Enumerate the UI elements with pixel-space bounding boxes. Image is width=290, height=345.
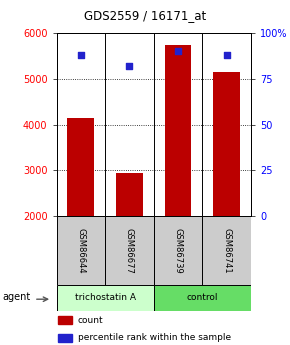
Bar bbox=[59, 334, 72, 342]
Bar bbox=[68, 118, 94, 216]
Point bbox=[127, 63, 132, 69]
Point bbox=[224, 52, 229, 58]
Text: agent: agent bbox=[3, 292, 31, 302]
Text: GSM86739: GSM86739 bbox=[173, 228, 182, 273]
Bar bbox=[116, 172, 143, 216]
Bar bbox=[213, 72, 240, 216]
Bar bbox=[202, 216, 251, 285]
Text: GSM86644: GSM86644 bbox=[76, 228, 85, 273]
Text: GDS2559 / 16171_at: GDS2559 / 16171_at bbox=[84, 9, 206, 22]
Bar bbox=[57, 216, 105, 285]
Text: control: control bbox=[186, 293, 218, 303]
Bar bbox=[59, 316, 72, 324]
Bar bbox=[165, 45, 191, 216]
Bar bbox=[105, 216, 154, 285]
Text: GSM86677: GSM86677 bbox=[125, 228, 134, 273]
Bar bbox=[154, 216, 202, 285]
Text: GSM86741: GSM86741 bbox=[222, 228, 231, 273]
Text: percentile rank within the sample: percentile rank within the sample bbox=[78, 333, 231, 342]
Text: count: count bbox=[78, 316, 104, 325]
Point bbox=[79, 52, 83, 58]
Point bbox=[176, 49, 180, 54]
Bar bbox=[57, 285, 154, 311]
Text: trichostatin A: trichostatin A bbox=[75, 293, 136, 303]
Bar bbox=[154, 285, 251, 311]
